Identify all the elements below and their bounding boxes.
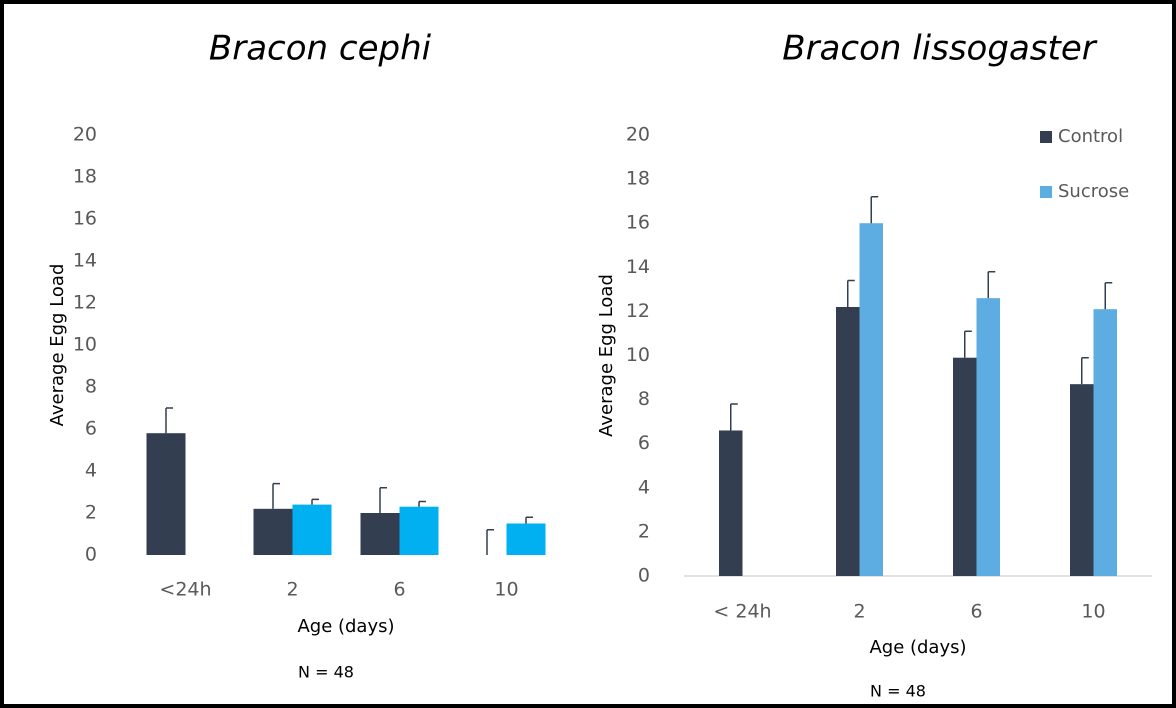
x-tick-label: 10 — [494, 579, 518, 601]
bar — [976, 298, 1000, 576]
x-tick-label: 2 — [286, 579, 298, 601]
error-bar — [730, 403, 738, 431]
y-tick-label: 10 — [626, 344, 650, 366]
y-tick-label: 4 — [638, 476, 650, 498]
bar — [1093, 309, 1117, 576]
error-bar — [987, 270, 996, 299]
x-tick-label: 10 — [1081, 601, 1105, 623]
error-bar — [1104, 281, 1113, 310]
x-axis-label: Age (days) — [869, 637, 966, 658]
x-tick-label: 2 — [853, 601, 865, 623]
legend-label: Sucrose — [1058, 181, 1129, 202]
error-bar — [311, 498, 319, 505]
y-tick-label: 14 — [73, 250, 97, 272]
bar — [253, 508, 293, 555]
y-tick-label: 8 — [638, 388, 650, 410]
bar — [399, 506, 439, 555]
error-bar — [272, 482, 280, 509]
y-tick-label: 12 — [73, 292, 97, 314]
x-tick-label: <24h — [159, 579, 211, 601]
error-bar — [379, 487, 387, 513]
y-tick-label: 2 — [85, 502, 97, 524]
y-tick-label: 20 — [73, 124, 97, 146]
legend-swatch — [1040, 186, 1052, 198]
error-bar — [486, 529, 494, 555]
x-axis-label: Age (days) — [297, 616, 394, 637]
error-bar — [525, 516, 533, 524]
bar — [836, 306, 860, 576]
chart-title: Bracon cephi — [209, 29, 432, 69]
y-tick-label: 12 — [626, 300, 650, 322]
y-tick-label: 20 — [626, 124, 650, 146]
note: N = 48 — [870, 682, 926, 701]
y-tick-label: 6 — [85, 418, 97, 440]
y-axis-label: Average Egg Load — [596, 274, 617, 437]
y-tick-label: 0 — [638, 565, 650, 587]
chart-title: Bracon lissogaster — [782, 29, 1097, 69]
bar — [859, 223, 883, 576]
y-tick-label: 0 — [85, 544, 97, 566]
x-tick-label: < 24h — [713, 601, 771, 623]
error-bar — [847, 279, 855, 307]
x-tick-label: 6 — [970, 601, 982, 623]
error-bar — [165, 407, 173, 434]
error-bar — [418, 500, 426, 507]
bar — [506, 523, 546, 555]
note: N = 48 — [298, 663, 354, 682]
bar — [719, 430, 743, 576]
error-bar — [964, 330, 972, 358]
x-tick-label: 6 — [393, 579, 405, 601]
y-tick-label: 8 — [85, 376, 97, 398]
y-tick-label: 16 — [626, 212, 650, 234]
y-tick-label: 2 — [638, 520, 650, 542]
error-bar — [870, 195, 879, 224]
y-tick-label: 18 — [626, 168, 650, 190]
y-axis-label: Average Egg Load — [47, 264, 68, 427]
bar — [146, 433, 186, 555]
bar — [360, 513, 400, 555]
y-tick-label: 16 — [73, 208, 97, 230]
bar — [953, 357, 977, 576]
y-tick-label: 10 — [73, 334, 97, 356]
legend-swatch — [1040, 131, 1052, 143]
y-tick-label: 18 — [73, 166, 97, 188]
legend-label: Control — [1058, 126, 1123, 147]
error-bar — [1081, 356, 1089, 385]
y-tick-label: 14 — [626, 256, 650, 278]
bar — [1070, 384, 1094, 576]
y-tick-label: 6 — [638, 432, 650, 454]
bar — [292, 504, 332, 555]
y-tick-label: 4 — [85, 460, 97, 482]
